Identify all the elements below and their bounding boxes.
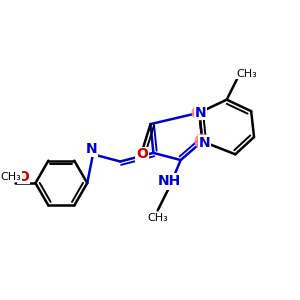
Text: NH: NH (158, 174, 181, 188)
Text: CH₃: CH₃ (147, 213, 168, 224)
Text: N: N (162, 175, 174, 189)
Text: N: N (199, 136, 210, 150)
Text: N: N (195, 106, 207, 120)
Text: O: O (17, 170, 29, 184)
Text: CH₃: CH₃ (236, 69, 256, 79)
Text: CH₃: CH₃ (1, 172, 21, 182)
Circle shape (192, 105, 207, 120)
Text: H: H (156, 177, 165, 190)
Text: N: N (86, 142, 98, 156)
Text: O: O (136, 147, 148, 161)
Circle shape (195, 134, 209, 148)
